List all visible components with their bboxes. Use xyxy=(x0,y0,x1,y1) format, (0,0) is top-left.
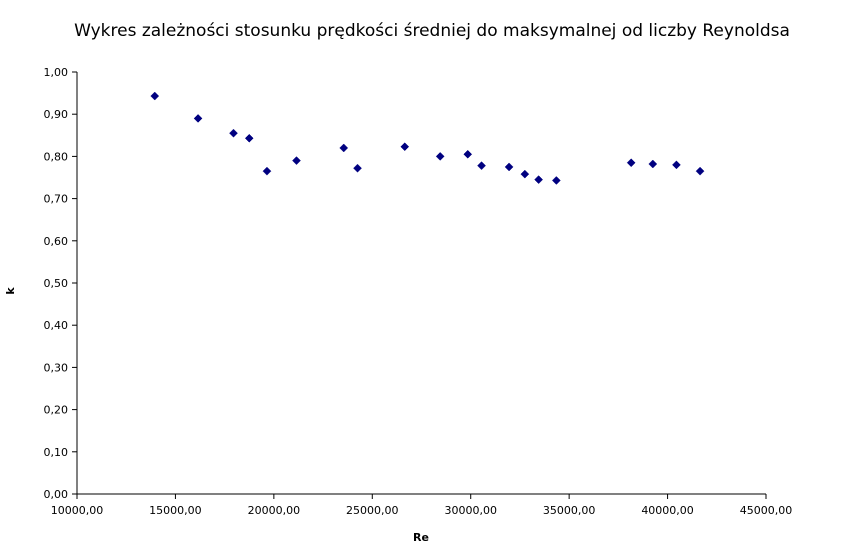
data-point xyxy=(477,161,486,171)
data-point xyxy=(520,169,530,179)
x-axis: 10000,00 15000,00 20000,00 25000,00 30000,00… xyxy=(51,493,793,517)
data-points xyxy=(150,91,705,185)
chart-title: Wykres zależności stosunku prędkości śre… xyxy=(74,21,790,41)
y-tick-label: 0,90 xyxy=(44,108,69,121)
data-point xyxy=(551,176,561,185)
data-point xyxy=(353,163,362,173)
y-tick-label: 0,30 xyxy=(44,361,69,374)
y-tick-label: 0,10 xyxy=(44,446,69,459)
data-point xyxy=(262,166,272,176)
y-tick-label: 0,40 xyxy=(44,319,69,332)
y-axis: 0,00 0,10 0,20 0,30 0,40 0,50 0,60 0,70 0,80 0,90… xyxy=(44,66,78,501)
data-point xyxy=(626,158,636,168)
data-point xyxy=(193,114,203,123)
x-tick-label: 40000,00 xyxy=(641,504,694,517)
y-tick-label: 0,70 xyxy=(44,193,69,206)
y-tick-label: 0,20 xyxy=(44,404,69,417)
y-axis-label: k xyxy=(4,287,17,295)
x-tick-label: 15000,00 xyxy=(149,504,202,517)
data-point xyxy=(400,142,410,152)
data-point xyxy=(435,152,445,161)
data-point xyxy=(339,143,349,153)
data-point xyxy=(463,149,473,159)
x-tick-label: 45000,00 xyxy=(740,504,793,517)
y-tick-label: 0,60 xyxy=(44,235,69,248)
x-tick-label: 20000,00 xyxy=(248,504,301,517)
x-tick-label: 35000,00 xyxy=(543,504,596,517)
y-tick-label: 0,80 xyxy=(44,150,69,163)
y-tick-label: 0,00 xyxy=(44,488,69,501)
y-tick-label: 0,50 xyxy=(44,277,69,290)
data-point xyxy=(229,128,238,138)
data-point xyxy=(504,162,514,172)
x-tick-label: 30000,00 xyxy=(444,504,497,517)
data-point xyxy=(150,91,160,101)
x-axis-label: Re xyxy=(413,531,429,544)
data-point xyxy=(672,160,681,170)
data-point xyxy=(244,133,254,143)
data-point xyxy=(648,159,658,169)
x-tick-label: 10000,00 xyxy=(51,504,104,517)
data-point xyxy=(292,156,301,165)
data-point xyxy=(695,166,705,176)
x-tick-label: 25000,00 xyxy=(346,504,399,517)
y-tick-label: 1,00 xyxy=(44,66,69,79)
data-point xyxy=(534,175,543,184)
